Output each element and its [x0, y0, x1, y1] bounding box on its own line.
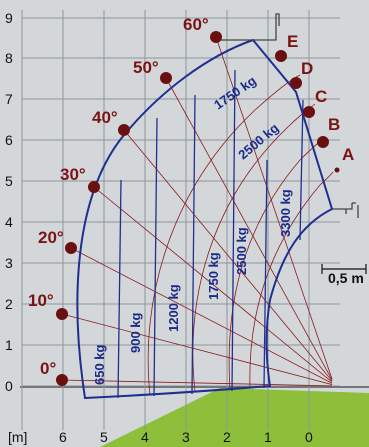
angle-ray	[61, 379, 333, 387]
x-tick-label: 3	[182, 429, 190, 445]
angle-label: 50°	[133, 58, 159, 77]
load-label: 650 kg	[92, 344, 107, 385]
angle-label: 20°	[38, 228, 64, 247]
grid	[21, 10, 340, 430]
extension-dot	[303, 106, 315, 118]
angle-dot	[56, 374, 68, 386]
extension-label-b: B	[328, 115, 340, 134]
x-axis-unit: [m]	[8, 429, 27, 445]
angle-ray	[123, 129, 333, 382]
extension-label-a: A	[342, 145, 354, 164]
load-label: 1750 kg	[206, 252, 221, 300]
angle-dot	[65, 242, 77, 254]
extension-dot	[334, 167, 340, 173]
y-tick-label: 5	[5, 173, 13, 189]
x-tick-label: 0	[305, 429, 313, 445]
extension-dot	[290, 77, 302, 89]
load-label: 1200 kg	[166, 284, 181, 332]
extension-label-d: D	[301, 59, 313, 78]
y-axis-labels: 0 1 2 3 4 5 6 7 8 9	[5, 10, 13, 394]
extension-dot	[275, 50, 287, 62]
x-tick-label: 2	[223, 429, 231, 445]
y-tick-label: 8	[5, 50, 13, 66]
ground-slope	[100, 388, 369, 447]
angle-ray	[61, 313, 333, 385]
extension-dot	[317, 136, 329, 148]
angle-dot	[160, 72, 172, 84]
load-label: 3300 kg	[278, 189, 293, 237]
angle-dot	[88, 181, 100, 193]
load-boundary	[117, 179, 122, 399]
attachment-icon	[220, 13, 359, 218]
load-boundary	[299, 99, 304, 241]
y-tick-label: 2	[5, 296, 13, 312]
angle-ray	[93, 186, 333, 383]
angle-label: 40°	[92, 108, 118, 127]
x-axis-labels: [m] 6 5 4 3 2 1 0	[8, 429, 313, 445]
angle-markers: 0° 10° 20° 30° 40° 50° 60°	[28, 15, 222, 386]
y-tick-label: 6	[5, 132, 13, 148]
y-tick-label: 7	[5, 91, 13, 107]
arc-load-label: 2500 kg	[235, 120, 281, 162]
load-label: 900 kg	[128, 312, 143, 353]
load-boundary	[191, 94, 196, 395]
load-boundary	[263, 159, 268, 389]
y-tick-label: 0	[5, 378, 13, 394]
angle-ray	[70, 247, 333, 384]
extension-arc	[147, 74, 301, 396]
extension-arc	[249, 171, 334, 389]
x-tick-label: 1	[264, 429, 272, 445]
load-boundary	[153, 117, 158, 397]
angle-label: 10°	[28, 291, 54, 310]
angle-dot	[118, 124, 130, 136]
extension-dimension	[321, 264, 367, 274]
y-tick-label: 1	[5, 337, 13, 353]
reach-envelope	[76, 38, 334, 400]
y-tick-label: 9	[5, 10, 13, 26]
load-boundary	[231, 69, 236, 392]
angle-label: 60°	[183, 15, 209, 34]
load-label: 2500 kg	[234, 227, 249, 275]
extension-label-c: C	[315, 87, 327, 106]
x-tick-label: 4	[141, 429, 149, 445]
angle-label: 30°	[60, 165, 86, 184]
x-tick-label: 5	[100, 429, 108, 445]
y-tick-label: 3	[5, 255, 13, 271]
extension-label-e: E	[287, 32, 298, 51]
x-tick-label: 6	[59, 429, 67, 445]
extension-label: 0,5 m	[328, 270, 364, 286]
y-tick-label: 4	[5, 214, 13, 230]
angle-ray	[165, 77, 333, 381]
extension-arc	[228, 139, 323, 391]
angle-dot	[56, 308, 68, 320]
load-boundaries	[117, 69, 304, 399]
angle-label: 0°	[40, 359, 56, 378]
angle-dot	[210, 31, 222, 43]
